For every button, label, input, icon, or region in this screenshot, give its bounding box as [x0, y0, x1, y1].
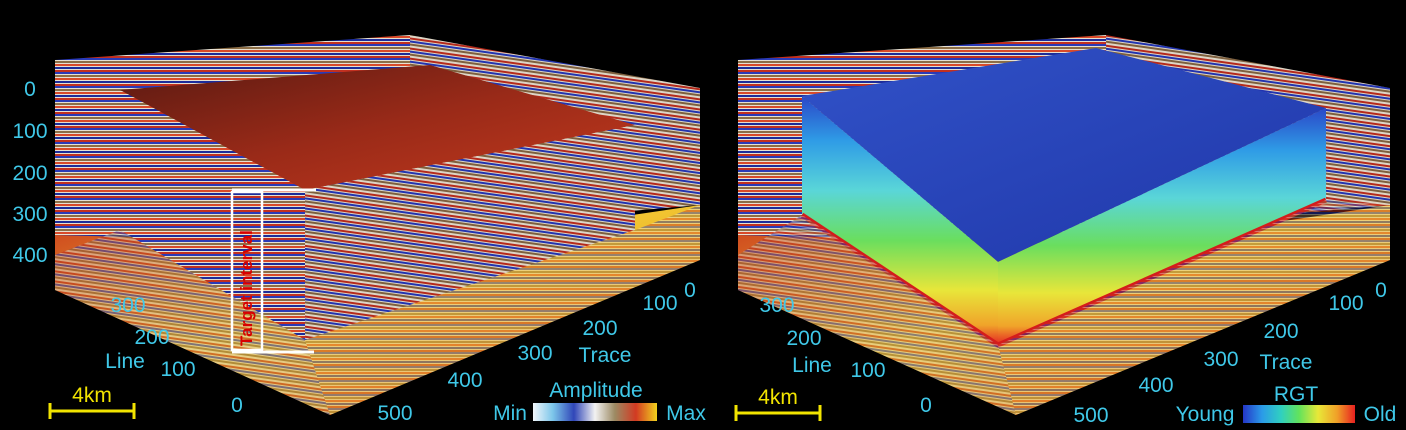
- trace-tick: 200: [582, 317, 617, 340]
- rgt-top-surface: [802, 48, 1326, 262]
- trace-axis: 0 100 200 300 400 500 Trace: [377, 279, 695, 425]
- line-tick: 300: [759, 294, 794, 317]
- colorbar-title: Amplitude: [549, 379, 642, 402]
- colorbar-max-label: Max: [666, 402, 706, 425]
- trace-tick: 500: [1073, 404, 1108, 427]
- line-tick: 100: [850, 359, 885, 382]
- front-edge-right: [305, 205, 700, 415]
- trace-axis: 0 100 200 300 400 500 Trace: [1073, 279, 1386, 427]
- trace-tick: 300: [517, 342, 552, 365]
- depth-tick: 100: [12, 120, 47, 143]
- colorbar-max-label: Old: [1364, 403, 1397, 426]
- seismic-cube-left: 0 100 200 300 400 300 200 100 0 Line 0 1…: [12, 35, 706, 425]
- trace-tick: 100: [1328, 292, 1363, 315]
- depth-tick: 0: [24, 78, 36, 101]
- cut-face-left: [120, 90, 305, 340]
- rgt-panel: 300 200 100 0 Line 0 100 200 300 400 500…: [716, 0, 1406, 430]
- front-edge-left: [738, 215, 1016, 415]
- amplitude-colorbar: Amplitude Min Max: [493, 379, 706, 425]
- trace-axis-label: Trace: [579, 344, 632, 367]
- trace-tick: 300: [1203, 348, 1238, 371]
- trace-tick: 400: [447, 369, 482, 392]
- target-interval-label: Target interval: [237, 230, 256, 346]
- trace-tick: 100: [642, 292, 677, 315]
- trace-tick: 0: [684, 279, 696, 302]
- depth-axis: 0 100 200 300 400: [12, 78, 47, 267]
- front-edge-left: [55, 230, 330, 415]
- line-axis-label: Line: [792, 354, 832, 377]
- trace-axis-label: Trace: [1260, 351, 1313, 374]
- rgt-face-left: [802, 96, 998, 345]
- scale-bar: 4km: [734, 386, 822, 421]
- trace-tick: 200: [1263, 320, 1298, 343]
- trace-tick: 0: [1375, 279, 1387, 302]
- seismic-cube-right: 300 200 100 0 Line 0 100 200 300 400 500…: [734, 35, 1397, 427]
- scale-bar-label: 4km: [758, 386, 798, 409]
- depth-tick: 200: [12, 162, 47, 185]
- line-tick: 200: [786, 327, 821, 350]
- line-tick: 300: [110, 294, 145, 317]
- horizon-top-surface: [120, 65, 635, 190]
- line-tick: 0: [231, 394, 243, 417]
- line-axis: 300 200 100 0 Line: [759, 294, 931, 417]
- scale-bar-label: 4km: [72, 384, 112, 407]
- line-axis-label: Line: [105, 350, 145, 373]
- line-tick: 200: [134, 326, 169, 349]
- seismic-amplitude-panel: 0 100 200 300 400 300 200 100 0 Line 0 1…: [12, 35, 706, 425]
- colorbar-min-label: Min: [493, 402, 527, 425]
- scale-bar: 4km: [48, 384, 136, 419]
- front-edge-right: [998, 200, 1390, 415]
- line-tick: 100: [160, 358, 195, 381]
- trace-tick: 400: [1138, 374, 1173, 397]
- depth-tick: 400: [12, 244, 47, 267]
- trace-tick: 500: [377, 402, 412, 425]
- target-interval-bracket: Target interval: [230, 188, 316, 354]
- colorbar-min-label: Young: [1176, 403, 1235, 426]
- rgt-colorbar: RGT Young Old: [1176, 383, 1397, 426]
- cut-face-right: [305, 125, 635, 340]
- line-axis: 300 200 100 0 Line: [105, 294, 243, 417]
- colorbar-title: RGT: [1274, 383, 1319, 406]
- depth-tick: 300: [12, 203, 47, 226]
- line-tick: 0: [920, 394, 932, 417]
- rgt-face-right: [998, 108, 1326, 345]
